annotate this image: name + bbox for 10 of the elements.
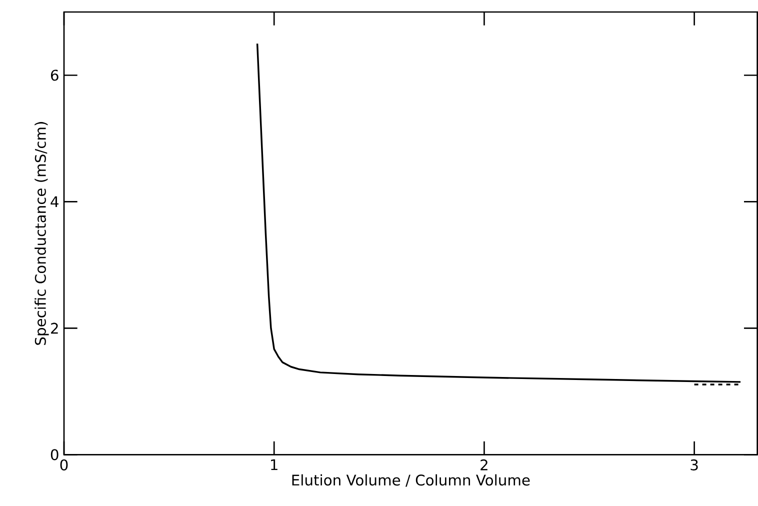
x-tick-label: 3 xyxy=(690,459,698,470)
x-axis-title: Elution Volume / Column Volume xyxy=(292,474,530,487)
y-tick-label: 4 xyxy=(50,196,58,208)
y-axis-title: Specific Conductance (mS/cm) xyxy=(34,122,49,345)
x-tick-label: 1 xyxy=(271,459,278,470)
y-tick-label: 6 xyxy=(50,70,58,81)
y-tick-label: 2 xyxy=(51,322,58,334)
x-tick-label: 0 xyxy=(60,459,68,470)
x-tick-label: 2 xyxy=(480,459,488,470)
y-tick-label: 0 xyxy=(50,449,58,460)
